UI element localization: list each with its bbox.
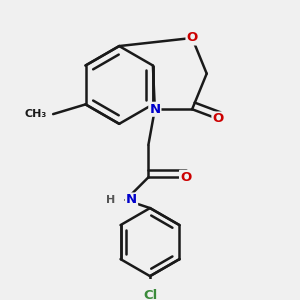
Text: N: N [126,194,137,206]
Text: CH₃: CH₃ [24,109,46,119]
Text: N: N [149,103,161,116]
Text: O: O [180,171,191,184]
Text: O: O [187,32,198,44]
Text: H: H [106,195,116,205]
Text: Cl: Cl [143,289,157,300]
Text: O: O [212,112,224,125]
